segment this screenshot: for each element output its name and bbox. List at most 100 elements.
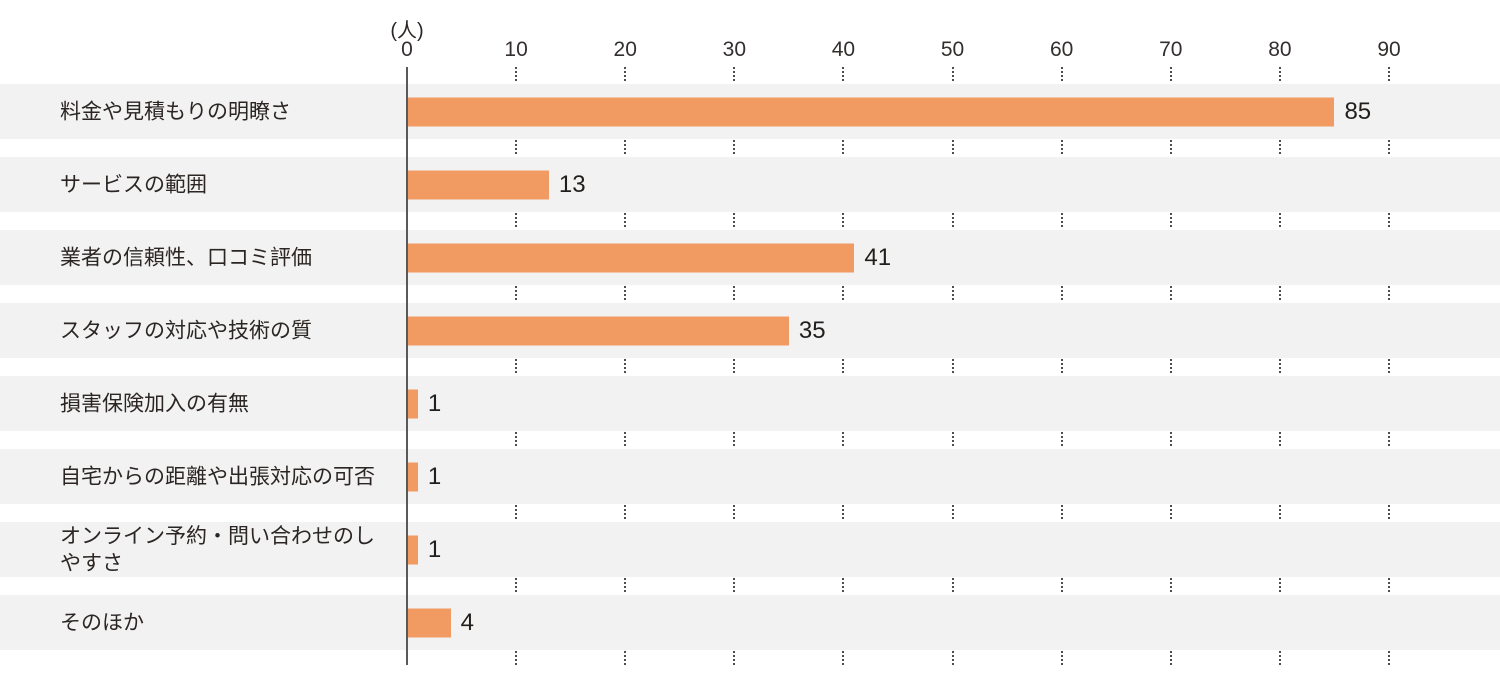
dotted-gridline-segment <box>1060 432 1063 447</box>
dotted-gridline-segment <box>1388 578 1390 593</box>
dotted-gridline-segment <box>624 213 627 228</box>
dotted-gridline-segment <box>624 505 627 520</box>
category-label: 損害保険加入の有無 <box>60 392 249 415</box>
dotted-gridline-segment <box>624 578 627 593</box>
unit-label: (人) <box>390 20 424 42</box>
dotted-gridline-segment <box>1169 286 1172 301</box>
dotted-gridline-segment <box>515 578 518 593</box>
bar <box>407 97 1335 126</box>
dotted-gridline-segment <box>1278 432 1281 447</box>
dotted-gridline-segment <box>1060 67 1063 82</box>
value-label: 1 <box>427 389 442 417</box>
dotted-gridline-segment <box>842 505 845 520</box>
dotted-gridline-segment <box>515 432 518 447</box>
dotted-gridline-segment <box>951 67 954 82</box>
dotted-gridline-segment <box>1060 213 1063 228</box>
grid-gap-row <box>0 285 1500 303</box>
x-axis-ticks: 0 10 20 30 40 50 60 70 80 90 <box>0 38 1500 62</box>
dotted-gridline-segment <box>842 578 845 593</box>
dotted-gridline-segment <box>733 67 736 82</box>
category-label: サービスの範囲 <box>60 173 207 196</box>
dotted-gridline-segment <box>1169 578 1172 593</box>
dotted-gridline-segment <box>1388 651 1390 666</box>
value-label: 1 <box>427 535 442 563</box>
dotted-gridline-segment <box>733 286 736 301</box>
bar <box>407 389 418 418</box>
x-tick-label: 30 <box>722 38 747 61</box>
dotted-gridline-segment <box>1060 651 1063 666</box>
dotted-gridline-segment <box>733 213 736 228</box>
dotted-gridline-segment <box>515 213 518 228</box>
value-label: 41 <box>864 243 892 271</box>
x-tick-label: 20 <box>613 38 637 61</box>
x-tick-label: 80 <box>1268 38 1292 61</box>
value-label: 85 <box>1344 97 1372 125</box>
dotted-gridline-segment <box>1169 505 1172 520</box>
dotted-gridline-segment <box>1169 67 1172 82</box>
dotted-gridline-segment <box>1169 213 1172 228</box>
dotted-gridline-segment <box>1388 67 1390 82</box>
x-tick-label: 10 <box>504 38 528 61</box>
category-label: 業者の信頼性、口コミ評価 <box>60 246 312 269</box>
dotted-gridline-segment <box>1388 505 1390 520</box>
dotted-gridline-segment <box>624 651 627 666</box>
category-label: 料金や見積もりの明瞭さ <box>60 100 291 123</box>
dotted-gridline-segment <box>733 578 736 593</box>
dotted-gridline-segment <box>624 432 627 447</box>
dotted-gridline-segment <box>842 432 845 447</box>
grid-gap-row <box>0 358 1500 376</box>
category-row: スタッフの対応や技術の質 35 <box>0 303 1500 358</box>
dotted-gridline-segment <box>1278 286 1281 301</box>
dotted-gridline-segment <box>1169 359 1172 374</box>
value-label: 13 <box>558 170 586 198</box>
dotted-gridline-segment <box>951 213 954 228</box>
dotted-gridline-segment <box>733 359 736 374</box>
dotted-gridline-segment <box>515 359 518 374</box>
bar <box>407 316 789 345</box>
category-label: オンライン予約・問い合わせのしやすさ <box>60 524 375 575</box>
grid-gap-row <box>0 212 1500 230</box>
dotted-gridline-segment <box>624 359 627 374</box>
category-row: 自宅からの距離や出張対応の可否 1 <box>0 449 1500 504</box>
grid-gap-row <box>0 577 1500 595</box>
dotted-gridline-segment <box>1169 432 1172 447</box>
category-label: そのほか <box>60 611 144 634</box>
dotted-gridline-segment <box>1388 213 1390 228</box>
dotted-gridline-segment <box>1060 578 1063 593</box>
category-row: そのほか 4 <box>0 595 1500 650</box>
grid-gap-row <box>0 650 1500 668</box>
x-tick-label: 50 <box>940 38 965 61</box>
dotted-gridline-segment <box>951 286 954 301</box>
category-row: 損害保険加入の有無 1 <box>0 376 1500 431</box>
dotted-gridline-segment <box>951 359 954 374</box>
dotted-gridline-segment <box>515 505 518 520</box>
bar <box>407 462 418 491</box>
dotted-gridline-segment <box>624 67 627 82</box>
grid-gap-row <box>0 139 1500 157</box>
dotted-gridline-segment <box>1278 651 1281 666</box>
y-axis-line <box>406 67 408 665</box>
dotted-gridline-segment <box>842 67 845 82</box>
dotted-gridline-segment <box>951 140 954 155</box>
bar <box>407 535 418 564</box>
bar <box>407 243 855 272</box>
grid-gap-row <box>0 431 1500 449</box>
dotted-gridline-segment <box>1278 140 1281 155</box>
dotted-gridline-segment <box>733 432 736 447</box>
category-row: 業者の信頼性、口コミ評価 41 <box>0 230 1500 285</box>
category-row: サービスの範囲 13 <box>0 157 1500 212</box>
category-label: スタッフの対応や技術の質 <box>60 319 312 342</box>
dotted-gridline-segment <box>515 140 518 155</box>
grid-gap-row <box>0 504 1500 522</box>
dotted-gridline-segment <box>951 432 954 447</box>
dotted-gridline-segment <box>733 651 736 666</box>
x-tick-label: 70 <box>1159 38 1183 61</box>
category-label: 自宅からの距離や出張対応の可否 <box>60 465 375 488</box>
x-tick-label: 60 <box>1049 38 1074 61</box>
dotted-gridline-segment <box>1169 140 1172 155</box>
grid-gap-row <box>0 66 1500 84</box>
dotted-gridline-segment <box>1278 67 1281 82</box>
dotted-gridline-segment <box>624 140 627 155</box>
dotted-gridline-segment <box>951 651 954 666</box>
